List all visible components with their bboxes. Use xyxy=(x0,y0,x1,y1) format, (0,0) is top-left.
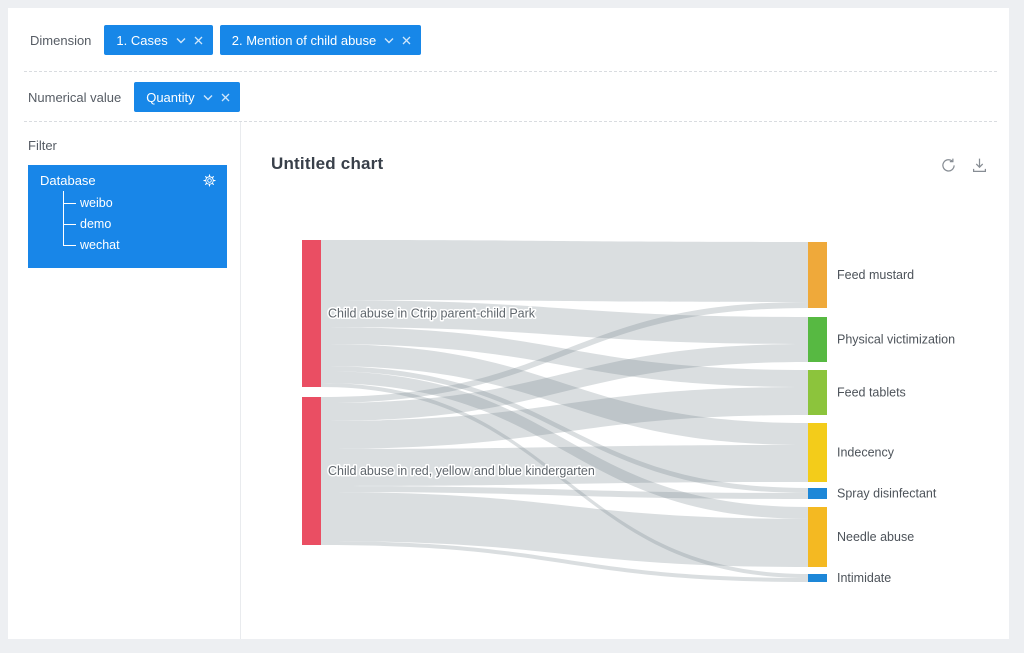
sankey-target-label: Intimidate xyxy=(837,571,891,585)
numeric-chips: Quantity xyxy=(134,82,240,112)
download-icon[interactable] xyxy=(970,156,989,175)
sankey-target-label: Feed tablets xyxy=(837,386,906,400)
sankey-source-label: Child abuse in red, yellow and blue kind… xyxy=(328,464,595,478)
sankey-target-node-2[interactable] xyxy=(808,370,827,415)
filter-sidebar: Filter Database weibo demo wechat xyxy=(8,122,241,639)
tree-item-wechat[interactable]: wechat xyxy=(63,235,217,256)
dimension-row: Dimension 1. Cases 2. Mention of child a… xyxy=(8,8,1009,72)
gear-icon[interactable] xyxy=(202,173,217,188)
sankey-link[interactable] xyxy=(321,486,808,499)
sankey-link[interactable] xyxy=(321,387,808,449)
sankey-link[interactable] xyxy=(321,344,808,421)
chip-label: 2. Mention of child abuse xyxy=(231,32,377,48)
sankey-target-node-0[interactable] xyxy=(808,242,827,308)
chart-pane: Child abuse in Ctrip parent-child Park Ch… xyxy=(241,122,1009,639)
sankey-target-label: Feed mustard xyxy=(837,268,914,282)
close-icon[interactable] xyxy=(221,93,230,102)
close-icon[interactable] xyxy=(402,36,411,45)
chart-toolbar xyxy=(939,156,989,175)
sankey-link[interactable] xyxy=(321,383,808,578)
sankey-target-node-5[interactable] xyxy=(808,507,827,567)
sankey-target-label: Physical victimization xyxy=(837,333,955,347)
main-area: Filter Database weibo demo wechat xyxy=(8,122,1009,639)
numeric-value-label: Numerical value xyxy=(28,89,122,105)
sankey-link[interactable] xyxy=(321,300,808,344)
sankey-target-label: Needle abuse xyxy=(837,530,914,544)
tree-item-weibo[interactable]: weibo xyxy=(63,193,217,214)
chip-label: Quantity xyxy=(146,89,195,105)
sankey-link[interactable] xyxy=(321,445,808,486)
sankey-target-label: Indecency xyxy=(837,446,895,460)
refresh-icon[interactable] xyxy=(939,156,958,175)
sankey-link[interactable] xyxy=(321,366,808,493)
dimension-chip-cases[interactable]: 1. Cases xyxy=(104,25,213,55)
dimension-label: Dimension xyxy=(30,32,92,48)
chip-label: 1. Cases xyxy=(116,32,168,48)
chevron-down-icon[interactable] xyxy=(203,94,213,101)
database-tree: weibo demo wechat xyxy=(63,191,217,256)
sankey-target-node-6[interactable] xyxy=(808,574,827,582)
sankey-source-node-0[interactable] xyxy=(302,240,321,387)
sankey-link[interactable] xyxy=(321,302,808,403)
database-label: Database xyxy=(40,173,96,188)
sankey-link[interactable] xyxy=(321,541,808,582)
dimension-chips: 1. Cases 2. Mention of child abuse xyxy=(104,25,422,55)
app-panel: Dimension 1. Cases 2. Mention of child a… xyxy=(8,8,1009,639)
chart-title: Untitled chart xyxy=(271,154,384,173)
chevron-down-icon[interactable] xyxy=(384,37,394,44)
sankey-target-label: Spray disinfectant xyxy=(837,487,937,501)
numeric-chip-quantity[interactable]: Quantity xyxy=(134,82,240,112)
sankey-link[interactable] xyxy=(321,371,808,519)
sankey-chart: Child abuse in Ctrip parent-child Park Ch… xyxy=(302,240,955,585)
sankey-link[interactable] xyxy=(321,327,808,387)
dimension-chip-mention[interactable]: 2. Mention of child abuse xyxy=(219,25,422,55)
tree-item-demo[interactable]: demo xyxy=(63,214,217,235)
sankey-link[interactable] xyxy=(321,492,808,567)
filter-title: Filter xyxy=(28,138,57,153)
database-card[interactable]: Database weibo demo wechat xyxy=(28,165,227,268)
sankey-link[interactable] xyxy=(321,344,808,445)
sankey-target-node-4[interactable] xyxy=(808,488,827,499)
chevron-down-icon[interactable] xyxy=(176,37,186,44)
sankey-link[interactable] xyxy=(321,240,808,302)
numeric-value-row: Numerical value Quantity xyxy=(8,72,1009,122)
sankey-target-node-3[interactable] xyxy=(808,423,827,482)
close-icon[interactable] xyxy=(194,36,203,45)
sankey-source-label: Child abuse in Ctrip parent-child Park xyxy=(328,307,536,321)
sankey-source-node-1[interactable] xyxy=(302,397,321,545)
sankey-target-node-1[interactable] xyxy=(808,317,827,362)
